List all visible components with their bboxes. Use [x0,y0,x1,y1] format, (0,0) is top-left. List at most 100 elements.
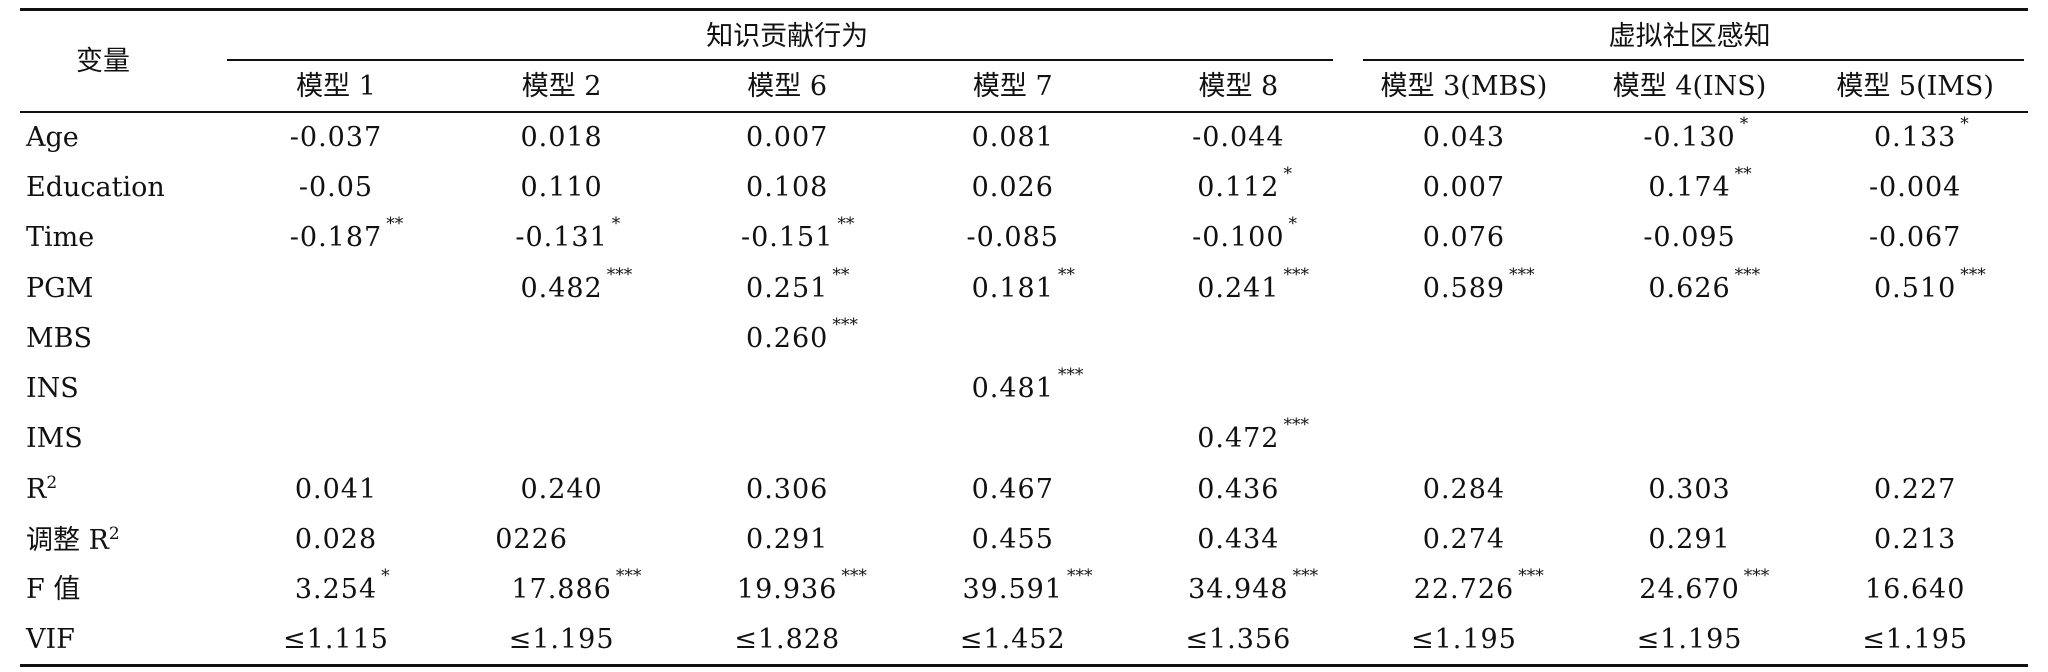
regression-table-container: 变量 知识贡献行为 虚拟社区感知 模型 1 模型 2 模型 6 模型 7 模型 … [20,8,2028,667]
cell-number: 0.467 [971,473,1054,505]
cell-number: ≤1.452 [959,623,1066,655]
table-cell: ≤1.195 [1576,614,1803,667]
table-cell: 0.043 [1351,112,1577,162]
row-label: Time [20,213,223,263]
row-label-text: Education [26,171,165,203]
cell-number: ≤1.195 [1410,623,1517,655]
cell-number: 0.251 [746,272,829,304]
cell-number: 0.284 [1422,473,1506,505]
table-cell: -0.131 * [449,213,675,263]
table-cell [1351,363,1577,413]
cell-number: 19.936 [736,574,838,606]
table-cell: 0.227 [1802,464,2028,514]
table-cell [1802,414,2028,464]
model-header: 模型 8 [1125,61,1352,113]
cell-number: 0.481 [971,373,1054,405]
table-row: VIF ≤1.115 ≤1.195 ≤1.828 ≤1.452 ≤1.356 ≤1.195 ≤… [20,614,2028,667]
model-header: 模型 3(MBS) [1351,61,1577,113]
cell-number: 0.240 [520,473,603,505]
table-cell: 0.028 [223,514,449,564]
cell-value: 0.467 [972,476,1054,503]
table-cell [674,414,900,464]
cell-number: 0.133 [1874,122,1957,154]
row-label-text: MBS [26,322,92,354]
cell-number: 0.241 [1197,272,1280,304]
significance-marker: *** [1743,566,1770,587]
cell-value: 0.213 [1874,526,1956,553]
table-row: 调整 R2 0.028 0226 0.291 0.455 0.434 0.274 0.291 0… [20,514,2028,564]
cell-number: 0.510 [1874,272,1957,304]
table-cell: ≤1.195 [1802,614,2028,667]
cell-number: ≤1.195 [1636,623,1743,655]
significance-marker: ** [1734,163,1752,184]
table-cell: 0.181 ** [900,263,1126,313]
table-cell: 0.076 [1351,213,1577,263]
table-cell: 0.110 [449,162,675,212]
cell-value: 0.112 * [1197,165,1292,201]
cell-number: 0.007 [1422,171,1506,203]
table-cell: 0.434 [1126,514,1352,564]
cell-value: 0.110 [520,174,602,201]
cell-value: 0.108 [746,174,828,201]
cell-number: 0.108 [746,171,829,203]
table-cell: 0.291 [674,514,900,564]
cell-number: 3.254 [294,574,378,606]
cell-number: 0.589 [1422,272,1506,304]
table-cell: -0.067 [1802,213,2028,263]
cell-number: 34.948 [1188,574,1289,606]
cell-number: 0.174 [1648,171,1731,203]
cell-value: ≤1.195 [1862,626,1968,653]
significance-marker: ** [386,214,404,235]
cell-value: 0.510 *** [1874,266,1986,304]
cell-number: -0.05 [298,171,374,203]
cell-value: 0.284 [1423,476,1505,503]
cell-value: -0.187 ** [290,216,403,252]
table-cell: -0.100 * [1126,213,1352,263]
model-header: 模型 4(INS) [1576,61,1803,113]
cell-number: 0.007 [746,122,829,154]
table-cell: -0.095 [1577,213,1803,263]
cell-value: 0.260 *** [746,316,858,352]
significance-marker: *** [1518,566,1544,587]
cell-value: 22.726 *** [1414,568,1544,604]
table-cell: 0.467 [900,464,1126,514]
row-label: INS [20,363,223,413]
table-row: INS 0.481 *** [20,363,2028,413]
cell-number: 0.076 [1422,222,1506,254]
cell-number: 0.482 [520,272,603,304]
table-cell: 0.510 *** [1802,263,2028,313]
significance-marker: * [1960,114,1969,135]
cell-value: 0.007 [1423,174,1505,201]
cell-value: 0226 [495,526,568,553]
cell-value: 0.303 [1648,476,1730,503]
table-cell: 0.108 [674,162,900,212]
cell-number: 16.640 [1864,574,1966,606]
cell-number: -0.004 [1868,171,1962,203]
cell-number: 0.434 [1197,524,1280,556]
row-label-text: R [26,474,47,506]
significance-marker: *** [1292,566,1319,587]
table-cell [1577,363,1803,413]
table-cell: ≤1.195 [448,614,675,667]
table-cell: 0226 [449,514,675,564]
cell-value: 0.240 [520,476,602,503]
significance-marker: *** [1066,566,1093,587]
group-header-knowledge-contribution: 知识贡献行为 [223,8,1352,62]
header-row-groups: 变量 知识贡献行为 虚拟社区感知 [20,8,2028,113]
cell-value: -0.131 * [515,216,620,252]
cell-number: -0.100 [1192,222,1285,254]
cell-number: 0.303 [1648,473,1731,505]
table-cell: 0.274 [1351,514,1577,564]
table-cell: 0.112 * [1126,162,1352,212]
significance-marker: *** [1283,415,1309,436]
table-cell: 16.640 [1802,565,2028,615]
table-cell: 0.589 *** [1351,263,1577,313]
table-cell: 0.472 *** [1126,414,1352,464]
table-cell: 0.455 [900,514,1126,564]
cell-number: 24.670 [1639,574,1740,606]
table-cell: -0.05 [223,162,449,212]
cell-value: -0.067 [1869,224,1961,251]
table-cell [223,363,449,413]
cell-value: 0.251 ** [746,266,849,304]
header-row-models: 模型 1 模型 2 模型 6 模型 7 模型 8 模型 3(MBS) 模型 4(… [20,61,2028,113]
